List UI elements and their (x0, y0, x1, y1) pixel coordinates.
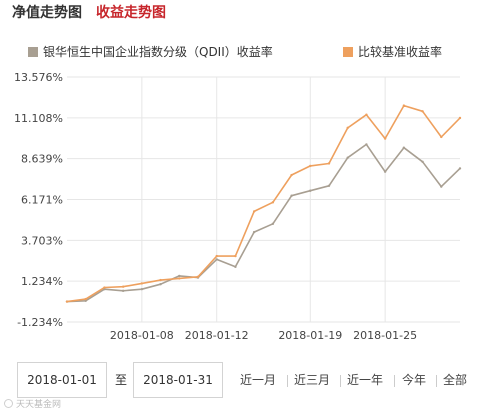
data-point-benchmark (365, 113, 368, 116)
data-point-fund (365, 143, 368, 146)
x-tick-label: 2018-01-25 (353, 329, 417, 342)
range-divider (287, 375, 288, 387)
data-point-benchmark (140, 282, 144, 285)
data-point-benchmark (234, 254, 237, 258)
data-point-fund (346, 156, 349, 159)
date-range-controls: 2018-01-01 至 2018-01-31 近一月 近三月 近一年 今年 全… (0, 362, 487, 402)
x-tick-label: 2018-01-19 (278, 329, 342, 342)
data-point-fund (215, 258, 218, 261)
range-this-year[interactable]: 今年 (402, 373, 427, 387)
range-divider (394, 375, 395, 387)
date-separator: 至 (115, 373, 128, 387)
chart-tabs: 净值走势图 收益走势图 (12, 4, 166, 26)
data-point-fund (271, 222, 275, 226)
y-tick-label: 6.171% (21, 194, 63, 207)
data-point-benchmark (421, 110, 424, 113)
range-all[interactable]: 全部 (443, 373, 468, 387)
data-point-fund (178, 274, 181, 278)
data-point-benchmark (196, 275, 200, 278)
y-tick-label: -1.234% (17, 316, 63, 329)
chart-legend: 银华恒生中国企业指数分级（QDII）收益率 比较基准收益率 (0, 44, 487, 66)
start-date-input[interactable]: 2018-01-01 (17, 362, 107, 398)
data-point-fund (140, 287, 144, 291)
data-point-benchmark (215, 254, 218, 258)
data-point-benchmark (346, 126, 349, 130)
y-tick-label: 8.639% (21, 153, 63, 166)
data-point-benchmark (65, 300, 69, 303)
watermark-logo-icon (4, 399, 13, 408)
legend-label-fund: 银华恒生中国企业指数分级（QDII）收益率 (43, 45, 273, 59)
data-point-benchmark (271, 201, 275, 204)
data-point-benchmark (309, 164, 312, 168)
data-point-fund (252, 230, 256, 234)
data-point-fund (402, 146, 406, 149)
data-point-fund (440, 185, 443, 188)
watermark: 天天基金网 (4, 397, 61, 410)
data-point-fund (383, 170, 387, 173)
data-point-fund (159, 283, 162, 286)
data-point-benchmark (402, 104, 406, 107)
return-chart: 13.576% 11.108% 8.639% 6.171% 3.703% 1.234% -1… (14, 71, 462, 342)
legend-swatch-fund (28, 47, 38, 57)
data-point-benchmark (178, 277, 181, 280)
y-tick-label: 13.576% (14, 71, 63, 84)
legend-swatch-benchmark (343, 47, 353, 57)
data-point-benchmark (121, 285, 125, 288)
range-three-months[interactable]: 近三月 (294, 373, 331, 387)
legend-item-benchmark[interactable]: 比较基准收益率 (343, 44, 442, 60)
data-point-fund (290, 194, 293, 197)
data-point-benchmark (103, 286, 106, 289)
x-tick-label: 2018-01-08 (110, 329, 174, 342)
end-date-input[interactable]: 2018-01-31 (133, 362, 223, 398)
range-divider (436, 375, 437, 387)
data-point-benchmark (84, 297, 87, 301)
range-one-month[interactable]: 近一月 (240, 373, 277, 387)
x-tick-label: 2018-01-12 (185, 329, 249, 342)
data-point-fund (234, 265, 237, 269)
range-divider (340, 375, 341, 387)
y-tick-label: 1.234% (21, 275, 63, 288)
data-point-fund (309, 189, 312, 192)
tab-nav-chart[interactable]: 净值走势图 (12, 5, 82, 21)
legend-item-fund[interactable]: 银华恒生中国企业指数分级（QDII）收益率 (28, 44, 273, 60)
y-tick-label: 3.703% (21, 234, 63, 247)
data-point-fund (458, 167, 462, 170)
range-one-year[interactable]: 近一年 (347, 373, 384, 387)
data-point-benchmark (159, 278, 162, 282)
data-point-fund (327, 184, 331, 187)
data-point-fund (84, 299, 87, 302)
data-point-fund (421, 160, 424, 163)
legend-label-benchmark: 比较基准收益率 (358, 45, 443, 59)
tab-return-chart[interactable]: 收益走势图 (96, 5, 166, 21)
data-point-benchmark (252, 210, 256, 213)
data-point-benchmark (458, 116, 462, 120)
data-point-benchmark (290, 173, 293, 177)
data-point-benchmark (383, 137, 387, 140)
data-point-benchmark (440, 135, 443, 139)
series-line-benchmark (66, 104, 461, 303)
series-line-fund (66, 143, 461, 303)
y-tick-label: 11.108% (14, 112, 63, 125)
data-point-fund (121, 289, 125, 293)
data-point-benchmark (327, 162, 331, 165)
watermark-text: 天天基金网 (16, 400, 62, 410)
